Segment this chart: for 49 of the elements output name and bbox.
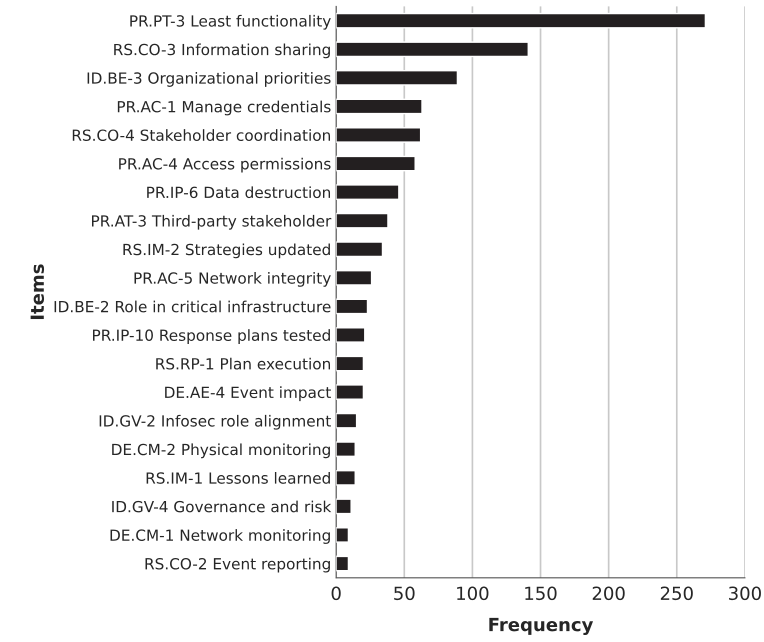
x-tick-label: 300 [729, 586, 761, 600]
bar [336, 212, 389, 229]
bar [336, 327, 366, 343]
bar [336, 70, 458, 86]
bar [336, 356, 364, 372]
y-tick-label: PR.AC-4 Access permissions [119, 158, 331, 173]
x-tick-label: 100 [457, 586, 488, 600]
x-tick-label: 0 [332, 586, 341, 600]
bar [336, 127, 422, 143]
y-tick-label: RS.CO-3 Information sharing [114, 43, 330, 58]
y-tick-label: PR.IP-6 Data destruction [147, 186, 330, 198]
bar [336, 384, 364, 400]
y-tick-label: ID.BE-2 Role in critical infrastructure [54, 300, 330, 312]
bar [336, 298, 368, 314]
y-axis-title: Items [30, 264, 44, 320]
y-tick-label: ID.GV-4 Governance and risk [112, 500, 332, 512]
bar [336, 441, 356, 458]
y-tick-label: DE.AE-4 Event impact [165, 386, 331, 402]
y-tick-label: PR.AC-1 Manage credentials [118, 100, 331, 116]
x-tick-label: 200 [592, 586, 625, 600]
y-tick-label: RS.CO-4 Stakeholder coordination [72, 129, 330, 141]
y-tick-label: PR.AT-3 Third-party stakeholder [92, 214, 332, 230]
bar [336, 498, 352, 514]
bar [336, 12, 706, 29]
bar [336, 556, 350, 572]
bar [336, 270, 372, 286]
bar [336, 184, 400, 200]
bar [336, 412, 358, 429]
y-tick-label: PR.AC-5 Network integrity [134, 272, 331, 287]
bar [336, 470, 356, 486]
y-tick-label: RS.CO-2 Event reporting [146, 558, 330, 572]
y-tick-label: RS.RP-1 Plan execution [156, 358, 330, 370]
y-tick-label: DE.CM-1 Network monitoring [110, 529, 330, 544]
bar [336, 527, 350, 543]
x-tick-label: 150 [525, 586, 557, 600]
bar [336, 41, 529, 58]
x-tick-label: 250 [660, 586, 693, 600]
bar [336, 156, 416, 172]
y-tick-label: ID.BE-3 Organizational priorities [88, 72, 331, 87]
y-tick-label: RS.IM-1 Lessons learned [146, 472, 330, 484]
y-tick-label: RS.IM-2 Strategies updated [123, 243, 330, 258]
x-axis-title: Frequency [489, 618, 594, 635]
y-tick-label: DE.CM-2 Physical monitoring [112, 443, 330, 458]
bar [336, 241, 384, 258]
y-tick-label: PR.PT-3 Least functionality [130, 14, 331, 30]
bar [336, 98, 423, 114]
x-tick-label: 50 [394, 586, 415, 600]
y-tick-label: ID.GV-2 Infosec role alignment [100, 414, 331, 430]
y-tick-label: PR.IP-10 Response plans tested [93, 329, 330, 344]
